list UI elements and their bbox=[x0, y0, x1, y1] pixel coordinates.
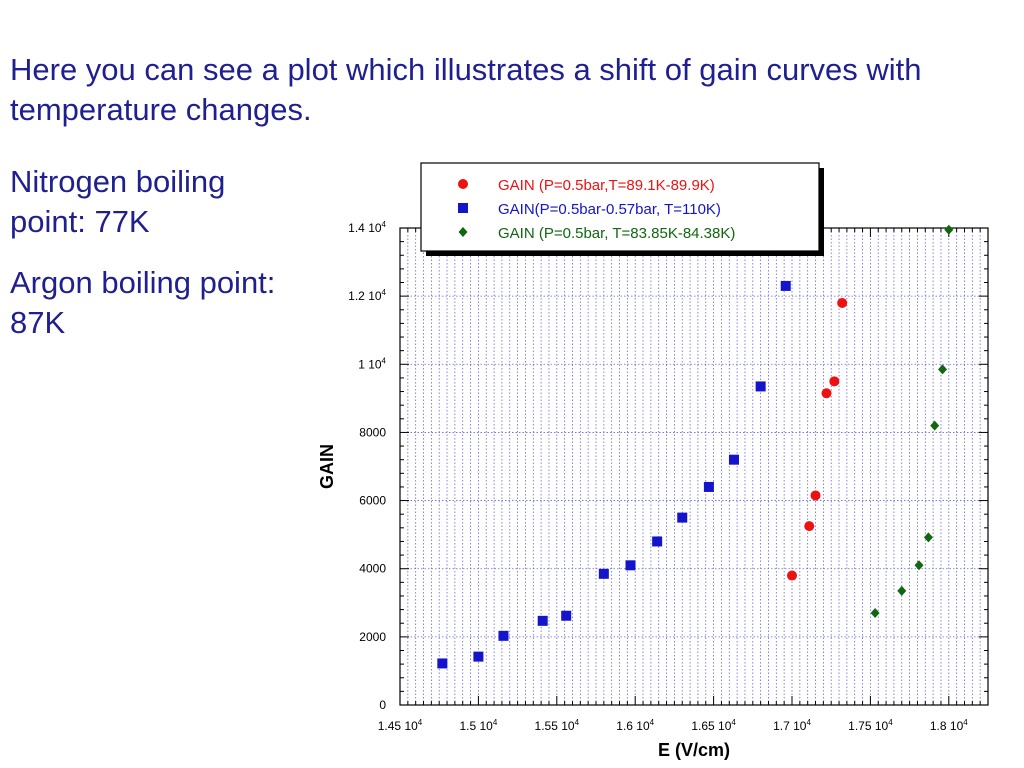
data-point bbox=[944, 224, 954, 235]
data-point bbox=[652, 536, 663, 547]
data-point bbox=[537, 615, 548, 626]
data-point bbox=[598, 568, 609, 579]
legend-marker bbox=[458, 227, 468, 237]
data-point bbox=[837, 297, 848, 308]
data-point bbox=[804, 521, 815, 532]
y-tick-label: 1 104 bbox=[358, 356, 386, 371]
series-3 bbox=[870, 224, 954, 619]
y-tick-label: 8000 bbox=[359, 425, 386, 439]
data-point bbox=[703, 481, 714, 492]
data-point bbox=[810, 490, 821, 501]
data-point bbox=[498, 630, 509, 641]
data-point bbox=[755, 381, 766, 392]
legend-label: GAIN (P=0.5bar,T=89.1K-89.9K) bbox=[498, 177, 715, 194]
series-2 bbox=[437, 280, 791, 669]
x-tick-label: 1.7 104 bbox=[773, 718, 811, 733]
y-tick-label: 2000 bbox=[359, 630, 386, 644]
series-1 bbox=[787, 297, 848, 581]
x-tick-label: 1.55 104 bbox=[535, 718, 580, 733]
data-point bbox=[914, 560, 924, 571]
data-point bbox=[473, 651, 484, 662]
x-tick-label: 1.65 104 bbox=[691, 718, 736, 733]
y-tick-label: 0 bbox=[379, 698, 386, 712]
data-point bbox=[561, 610, 572, 621]
data-point bbox=[437, 658, 448, 669]
data-point bbox=[870, 608, 880, 619]
legend: GAIN (P=0.5bar,T=89.1K-89.9K) GAIN(P=0.5b… bbox=[420, 162, 824, 256]
slide-heading: Here you can see a plot which illustrate… bbox=[10, 52, 922, 127]
legend-marker bbox=[458, 179, 468, 189]
data-point bbox=[677, 512, 688, 523]
x-tick-label: 1.75 104 bbox=[848, 718, 893, 733]
nitrogen-boiling-point-note: Nitrogen boiling point: 77K bbox=[10, 164, 226, 239]
x-tick-label: 1.8 104 bbox=[930, 718, 968, 733]
legend-marker bbox=[458, 203, 468, 213]
data-point bbox=[923, 532, 933, 543]
y-tick-label: 1.4 104 bbox=[348, 220, 386, 235]
grid-lines bbox=[399, 227, 989, 706]
x-tick-label: 1.5 104 bbox=[459, 718, 497, 733]
data-point bbox=[625, 560, 636, 571]
legend-label: GAIN(P=0.5bar-0.57bar, T=110K) bbox=[498, 201, 721, 218]
x-axis-label: E (V/cm) bbox=[658, 740, 730, 760]
plot-area bbox=[400, 228, 988, 705]
y-tick-label: 4000 bbox=[359, 562, 386, 576]
data-point bbox=[829, 376, 840, 387]
argon-boiling-point-note: Argon boiling point: 87K bbox=[10, 265, 276, 340]
data-point bbox=[780, 280, 791, 291]
data-point bbox=[897, 585, 907, 596]
x-tick-label: 1.6 104 bbox=[616, 718, 654, 733]
legend-box bbox=[420, 162, 820, 252]
data-point bbox=[938, 364, 948, 375]
y-axis-label: GAIN bbox=[317, 444, 337, 489]
legend-label: GAIN (P=0.5bar, T=83.85K-84.38K) bbox=[498, 225, 735, 242]
y-tick-label: 6000 bbox=[359, 494, 386, 508]
x-tick-label: 1.45 104 bbox=[378, 718, 423, 733]
data-point bbox=[787, 570, 797, 581]
data-point bbox=[728, 454, 739, 465]
data-point bbox=[930, 420, 940, 431]
data-point bbox=[821, 388, 832, 399]
y-tick-label: 1.2 104 bbox=[348, 288, 386, 303]
